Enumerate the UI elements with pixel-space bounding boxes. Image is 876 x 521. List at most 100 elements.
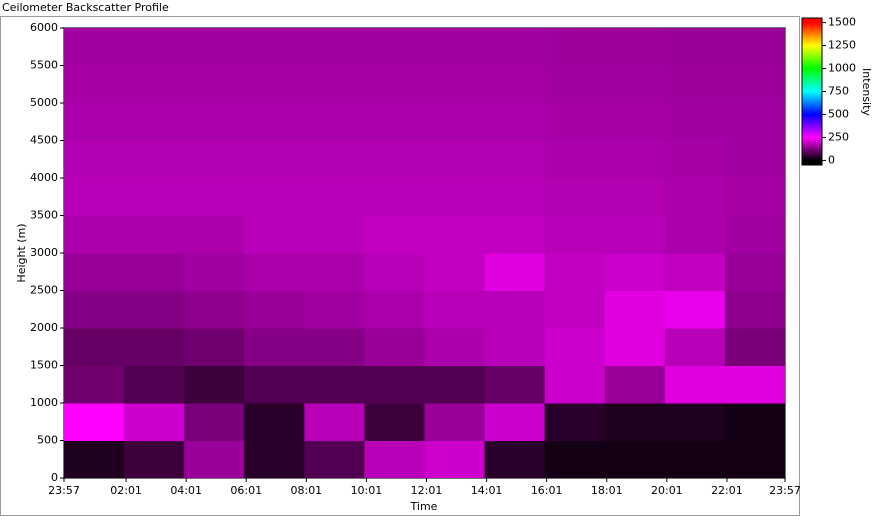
heat-cell	[664, 328, 726, 366]
heat-cell	[364, 290, 425, 329]
heat-cell	[484, 140, 546, 179]
heat-cell	[304, 178, 365, 216]
heat-cell	[484, 253, 546, 291]
x-tick-label: 12:01	[411, 484, 443, 497]
heat-cell	[64, 365, 125, 404]
heat-cell	[244, 65, 305, 104]
heat-cell	[424, 65, 486, 104]
heat-cell	[304, 253, 365, 291]
heat-cell	[604, 328, 666, 366]
heat-cell	[724, 290, 786, 329]
heat-cell	[484, 365, 546, 404]
heat-cell	[304, 65, 365, 104]
heat-cell	[664, 215, 726, 254]
heat-cell	[184, 253, 245, 291]
heat-cell	[364, 28, 425, 66]
heat-cell	[544, 178, 606, 216]
y-tick-label: 5000	[30, 96, 58, 109]
heat-cell	[124, 65, 185, 104]
x-tick-label: 20:01	[651, 484, 683, 497]
x-tick-label: 10:01	[351, 484, 383, 497]
heat-cell	[64, 103, 125, 141]
y-tick-label: 1000	[30, 396, 58, 409]
heat-cell	[64, 178, 125, 216]
x-tick-label: 02:01	[110, 484, 142, 497]
colorbar-tick-label: 1250	[828, 39, 856, 52]
heat-cell	[424, 178, 486, 216]
heat-cell	[64, 403, 125, 441]
heat-cell	[544, 253, 606, 291]
heat-cell	[484, 328, 546, 366]
heat-cell	[364, 140, 425, 179]
y-tick-label: 4000	[30, 171, 58, 184]
colorbar-tick-label: 750	[828, 85, 849, 98]
heat-cell	[664, 253, 726, 291]
y-tick-label: 4500	[30, 134, 58, 147]
y-axis-label: Height (m)	[15, 223, 28, 282]
heat-cell	[64, 65, 125, 104]
heat-cell	[64, 440, 125, 479]
heat-cell	[604, 440, 666, 479]
heat-cell	[64, 290, 125, 329]
heat-cell	[724, 215, 786, 254]
heat-cell	[424, 253, 486, 291]
heat-cell	[484, 103, 546, 141]
heat-cell	[544, 290, 606, 329]
heat-cell	[724, 178, 786, 216]
heat-cell	[304, 290, 365, 329]
y-tick-label: 5500	[30, 59, 58, 72]
heat-cell	[424, 28, 486, 66]
heat-cell	[244, 290, 305, 329]
heat-cell	[304, 440, 365, 479]
colorbar-label: Intensity	[860, 68, 873, 116]
heat-cell	[64, 328, 125, 366]
heat-cell	[724, 140, 786, 179]
heat-cell	[604, 403, 666, 441]
x-tick-label: 14:01	[471, 484, 503, 497]
heat-cell	[484, 28, 546, 66]
heat-cell	[664, 290, 726, 329]
heat-cell	[484, 403, 546, 441]
heat-cell	[184, 178, 245, 216]
colorbar-tick-label: 1500	[828, 16, 856, 29]
heat-cell	[484, 65, 546, 104]
heat-cell	[544, 440, 606, 479]
heat-cell	[604, 290, 666, 329]
heat-cell	[724, 365, 786, 404]
heat-cell	[664, 178, 726, 216]
x-tick-label: 16:01	[531, 484, 563, 497]
heat-cell	[424, 103, 486, 141]
heat-cell	[604, 103, 666, 141]
heat-cell	[184, 290, 245, 329]
heat-cell	[124, 140, 185, 179]
heat-cell	[184, 440, 245, 479]
heat-cell	[424, 290, 486, 329]
heat-cell	[124, 403, 185, 441]
heat-cell	[544, 328, 606, 366]
heat-cell	[364, 440, 425, 479]
heat-cell	[244, 365, 305, 404]
colorbar-tick-label: 500	[828, 107, 849, 120]
heat-cell	[124, 328, 185, 366]
heat-cell	[604, 28, 666, 66]
heat-cell	[724, 28, 786, 66]
heat-cell	[184, 328, 245, 366]
heat-cell	[244, 28, 305, 66]
heat-cell	[364, 365, 425, 404]
heat-cell	[544, 103, 606, 141]
x-tick-label: 18:01	[591, 484, 623, 497]
heat-cell	[304, 403, 365, 441]
heat-cell	[664, 65, 726, 104]
x-tick-label: 08:01	[290, 484, 322, 497]
heat-cell	[424, 440, 486, 479]
heat-cell	[604, 365, 666, 404]
x-axis-label: Time	[410, 500, 438, 513]
heat-cell	[244, 103, 305, 141]
heat-cell	[664, 28, 726, 66]
y-tick-label: 500	[37, 434, 58, 447]
heat-cell	[244, 215, 305, 254]
heat-cell	[664, 140, 726, 179]
heat-cell	[124, 103, 185, 141]
heat-cell	[484, 290, 546, 329]
